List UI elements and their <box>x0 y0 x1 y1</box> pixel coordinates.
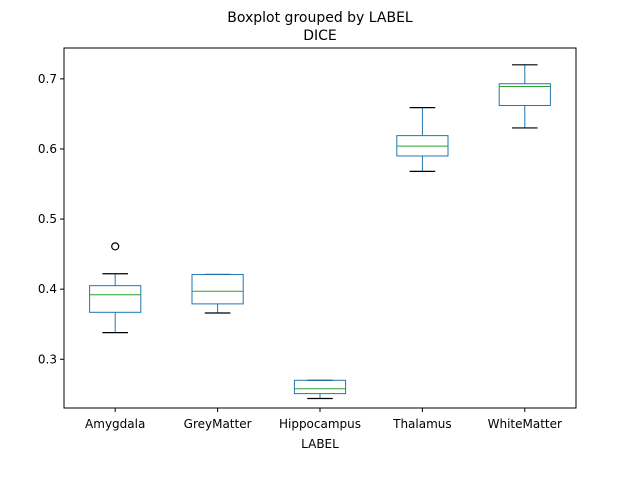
iqr-box <box>498 83 551 106</box>
box-greymatter <box>191 273 244 314</box>
x-tick-label: Amygdala <box>85 417 145 431</box>
iqr-box <box>191 273 244 305</box>
y-tick-label: 0.3 <box>38 352 57 366</box>
chart-title: Boxplot grouped by LABEL <box>227 10 413 26</box>
x-axis-label: LABEL <box>301 437 339 451</box>
x-tick-label: Thalamus <box>392 417 452 431</box>
y-tick-label: 0.6 <box>38 142 57 156</box>
box-thalamus <box>396 106 449 172</box>
iqr-box <box>293 379 347 395</box>
y-tick-label: 0.5 <box>38 212 57 226</box>
x-tick-label: GreyMatter <box>184 417 252 431</box>
box-amygdala <box>89 242 142 334</box>
x-axis: Amygdala GreyMatter Hippocampus Thalamus Whi… <box>85 408 562 431</box>
box-hippocampus <box>293 379 347 400</box>
x-tick-label: WhiteMatter <box>488 417 562 431</box>
y-axis: 0.3 0.4 0.5 0.6 0.7 <box>38 72 64 366</box>
y-tick-label: 0.4 <box>38 282 57 296</box>
outlier-point <box>111 242 120 251</box>
box-whitematter <box>498 64 551 129</box>
y-tick-label: 0.7 <box>38 72 57 86</box>
chart-subtitle: DICE <box>303 28 337 44</box>
x-tick-label: Hippocampus <box>279 417 361 431</box>
boxes-group <box>89 64 551 400</box>
iqr-box <box>89 285 142 313</box>
